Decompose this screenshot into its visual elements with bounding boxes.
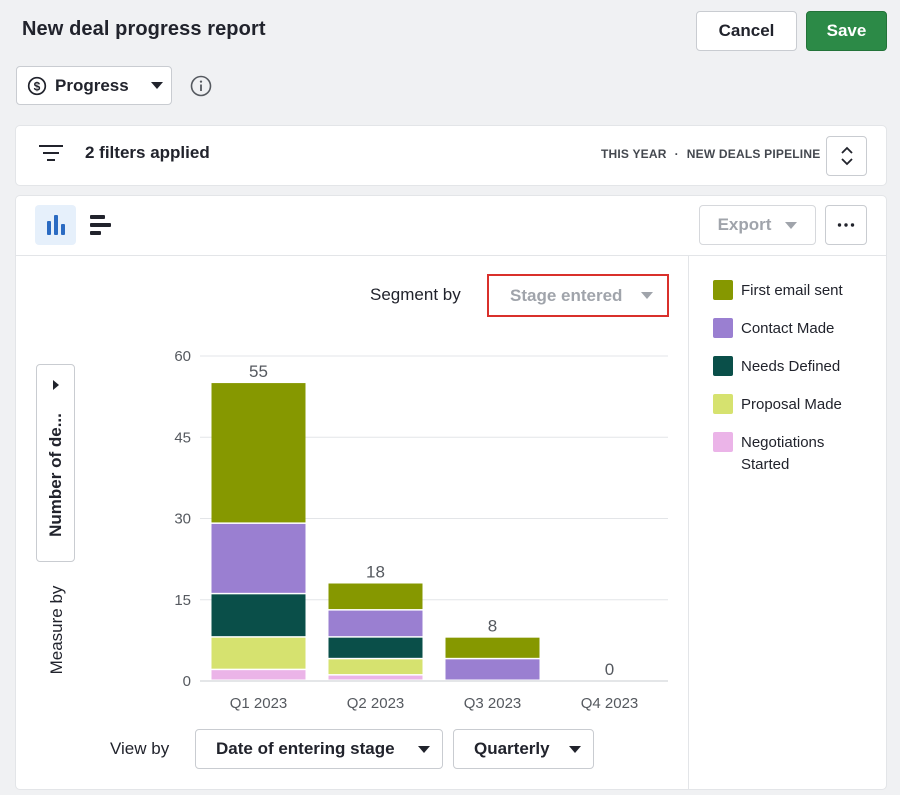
bar-segment [211,383,306,523]
bar-segment [328,610,423,637]
horizontal-bar-view-button[interactable] [80,205,121,245]
bar-segment [445,659,540,680]
x-tick-label: Q1 2023 [230,695,288,712]
bar-segment [328,583,423,610]
svg-text:$: $ [34,79,41,93]
horizontal-bar-chart-icon [89,215,111,235]
legend-item[interactable]: Contact Made [713,318,873,340]
chevron-down-icon [641,292,653,299]
chevron-right-icon [53,380,59,390]
report-type-dropdown[interactable]: $ Progress [16,66,172,105]
y-tick-label: 45 [174,429,191,446]
chevron-down-icon [785,221,798,229]
expand-filters-button[interactable] [826,136,867,176]
legend-swatch [713,432,733,452]
save-button[interactable]: Save [806,11,887,51]
measure-by-value: Number of de... [45,413,65,537]
legend-label: Contact Made [741,320,835,337]
interval-value: Quarterly [474,739,550,758]
bar-segment [211,670,306,680]
legend-item[interactable]: Proposal Made [713,394,873,416]
bar-segment [211,637,306,669]
data-label: 55 [249,362,268,381]
legend-swatch [713,356,733,376]
x-tick-label: Q3 2023 [464,695,522,712]
vertical-bar-view-button[interactable] [35,205,76,245]
legend-item[interactable]: Needs Defined [713,356,873,378]
report-type-label: Progress [55,75,129,95]
filter-tags: THIS YEAR · NEW DEALS PIPELINE [601,147,820,161]
dollar-circle-icon: $ [27,76,47,95]
data-label: 18 [366,563,385,582]
legend-swatch [713,280,733,300]
bar-chart-icon [46,215,65,235]
more-options-button[interactable] [825,205,867,245]
info-icon[interactable] [190,75,212,97]
interval-dropdown[interactable]: Quarterly [453,729,594,769]
bar-segment [445,637,540,658]
view-by-dropdown[interactable]: Date of entering stage [195,729,443,769]
toolbar-divider [16,255,886,256]
expand-collapse-icon [840,146,853,166]
legend-label: Negotiations Started [741,434,825,473]
segment-by-dropdown[interactable]: Stage entered [487,274,669,317]
export-button[interactable]: Export [699,205,816,245]
legend-item[interactable]: Negotiations Started [713,432,873,476]
data-label: 0 [605,660,614,679]
chevron-down-icon [569,745,581,753]
pipeline-tag: NEW DEALS PIPELINE [686,147,821,161]
y-tick-label: 15 [174,592,191,609]
y-tick-label: 0 [183,673,191,690]
segment-by-label: Segment by [370,285,461,304]
y-tick-label: 60 [174,348,191,365]
measure-by-dropdown[interactable]: Number of de... [36,364,75,562]
report-panel [16,196,886,789]
y-tick-label: 30 [174,511,191,528]
stacked-bar-chart: 0 15 30 45 60 55 Q1 2023 18 Q2 2023 8 Q3 2023 0 Q4 2… [174,348,668,712]
bar-segment [211,594,306,637]
legend-label: Proposal Made [741,396,842,413]
chevron-down-icon [150,82,163,89]
legend-item[interactable]: First email sent [713,280,873,302]
bar-segment [328,675,423,680]
legend-label: Needs Defined [741,358,841,375]
tag-separator: · [674,147,679,161]
measure-by-label: Measure by [47,585,66,675]
legend-swatch [713,394,733,414]
data-label: 8 [488,617,497,636]
x-tick-label: Q4 2023 [581,695,639,712]
export-label: Export [717,215,772,234]
chart-legend: First email sent Contact Made Needs Define… [713,280,873,492]
view-by-label: View by [110,739,170,758]
legend-divider [688,256,689,789]
period-tag: THIS YEAR [601,147,667,161]
more-horizontal-icon [837,223,855,227]
bar-segment [328,637,423,658]
view-by-value: Date of entering stage [216,739,395,758]
bar-segment [211,523,306,593]
chevron-down-icon [418,745,430,753]
filters-summary[interactable]: 2 filters applied [85,143,210,162]
filters-bar [16,126,886,185]
cancel-button[interactable]: Cancel [696,11,797,51]
x-tick-label: Q2 2023 [347,695,405,712]
segment-by-value: Stage entered [510,285,623,305]
bar-segment [328,659,423,675]
filter-icon[interactable] [39,143,63,163]
page-title: New deal progress report [22,18,266,40]
legend-label: First email sent [741,282,843,299]
legend-swatch [713,318,733,338]
